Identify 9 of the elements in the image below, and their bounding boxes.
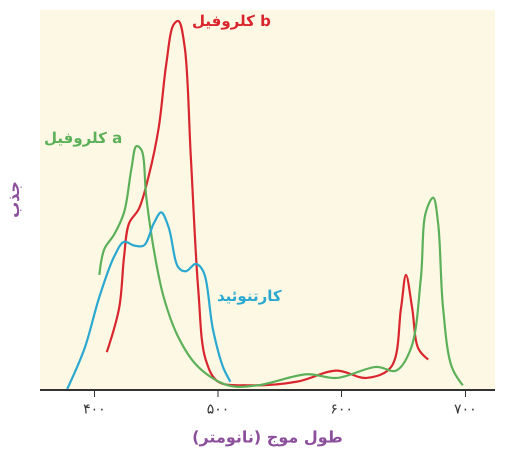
x-tick-label: ۷۰۰ xyxy=(454,402,477,418)
x-tick-label: ۶۰۰ xyxy=(330,402,353,418)
series-label: کارتنوئید xyxy=(217,287,282,305)
x-axis-title: طول موج (نانومتر) xyxy=(192,428,343,447)
series-label: کلروفیل b xyxy=(192,12,272,30)
x-tick-label: ۴۰۰ xyxy=(83,402,106,418)
series-label: کلروفیل a xyxy=(44,129,122,147)
y-axis-title: جذب xyxy=(4,181,23,218)
x-tick-label: ۵۰۰ xyxy=(206,402,230,418)
